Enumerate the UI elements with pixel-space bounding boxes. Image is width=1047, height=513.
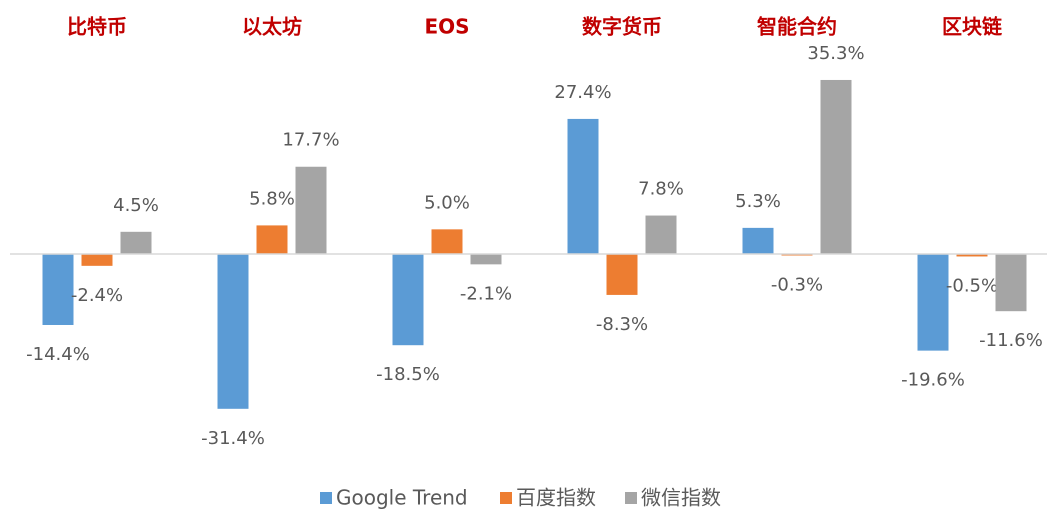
bar: [392, 254, 424, 346]
data-label: 35.3%: [807, 43, 864, 64]
legend-swatch: [500, 492, 512, 504]
bar: [470, 254, 502, 265]
data-label: 5.0%: [424, 192, 470, 213]
data-label: 7.8%: [638, 179, 684, 200]
category-label: 数字货币: [582, 15, 662, 39]
data-label: -2.1%: [460, 283, 512, 304]
category-label: 比特币: [67, 15, 127, 39]
bar: [120, 231, 152, 254]
data-label: -0.3%: [771, 274, 823, 295]
data-label: -19.6%: [901, 370, 965, 391]
category-label: 智能合约: [757, 15, 837, 39]
bar: [995, 254, 1027, 312]
bar: [42, 254, 74, 325]
category-label: 区块链: [942, 15, 1003, 39]
data-label: 4.5%: [113, 195, 159, 216]
legend-swatch: [625, 492, 637, 504]
bar: [81, 254, 113, 266]
data-label: -18.5%: [376, 364, 440, 385]
data-label: 5.8%: [249, 188, 295, 209]
data-label: -11.6%: [979, 330, 1043, 351]
legend-label: 百度指数: [516, 486, 596, 510]
legend-swatch: [320, 492, 332, 504]
bar: [917, 254, 949, 351]
data-label: 27.4%: [554, 82, 611, 103]
category-label: EOS: [424, 15, 469, 39]
bar: [606, 254, 638, 295]
data-label: -0.5%: [946, 275, 998, 296]
data-label: -2.4%: [71, 285, 123, 306]
data-label: 5.3%: [735, 191, 781, 212]
bar: [431, 229, 463, 254]
bar: [645, 215, 677, 254]
legend-label: Google Trend: [336, 486, 468, 510]
data-label: -14.4%: [26, 344, 90, 365]
bar: [567, 118, 599, 254]
bar: [256, 225, 288, 254]
data-label: -8.3%: [596, 314, 648, 335]
legend-label: 微信指数: [641, 486, 721, 510]
bar: [217, 254, 249, 409]
data-label: 17.7%: [282, 130, 339, 151]
bar: [820, 79, 852, 254]
data-label: -31.4%: [201, 428, 265, 449]
category-label: 以太坊: [242, 15, 302, 39]
bar: [956, 254, 988, 257]
bar: [295, 166, 327, 254]
bar: [742, 227, 774, 254]
